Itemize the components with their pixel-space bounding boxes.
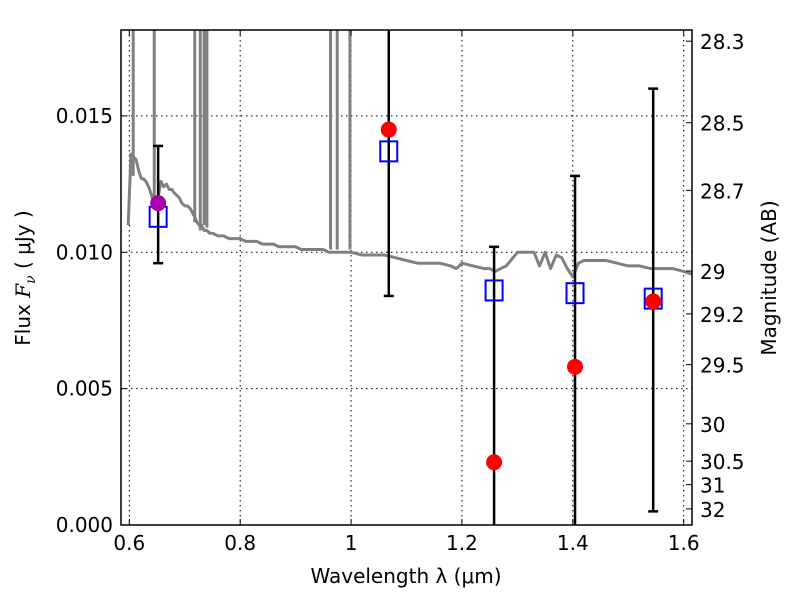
right-tick-label: 29.5 — [700, 354, 745, 378]
observed-point-marker — [567, 358, 584, 375]
right-tick-label: 30.5 — [700, 450, 745, 474]
series-layer — [126, 30, 692, 279]
right-tick-label: 28.7 — [700, 179, 745, 203]
right-tick-label: 32 — [700, 498, 725, 522]
y-tick-label: 0.010 — [56, 240, 113, 264]
y-tick-label: 0.005 — [56, 377, 113, 401]
x-tick-label: 0.6 — [113, 531, 145, 555]
y-tick-label: 0.000 — [56, 513, 113, 537]
y-axis-label-unit: ( μJy ) — [11, 210, 35, 275]
y-axis-ticks: 0.000 0.005 0.010 0.015 — [56, 104, 127, 537]
y-axis-label-subscript: ν — [23, 275, 39, 284]
x-tick-label: 1.6 — [668, 531, 700, 555]
model-square-marker — [484, 279, 504, 302]
model-square-marker — [379, 140, 399, 163]
y-axis-label: Flux Fν ( μJy ) — [11, 210, 39, 345]
x-tick-label: 1.2 — [446, 531, 478, 555]
observed-point-marker — [486, 454, 503, 471]
right-tick-label: 30 — [700, 413, 725, 437]
right-tick-label: 31 — [700, 474, 725, 498]
y-axis-label-symbol: F — [11, 283, 35, 299]
x-tick-label: 0.8 — [224, 531, 256, 555]
right-tick-label: 29.2 — [700, 303, 745, 327]
observed-point-marker — [150, 195, 167, 212]
spectrum-line — [126, 152, 692, 279]
model-square-marker — [565, 282, 585, 305]
x-axis-ticks: 0.6 0.8 1 1.2 1.4 1.6 — [113, 30, 700, 555]
plot-frame — [120, 29, 693, 526]
markers — [148, 121, 663, 471]
grid-lines — [121, 30, 692, 525]
y-axis-label-prefix: Flux — [11, 298, 35, 346]
svg-text:Flux Fν ( μJy ): Flux Fν ( μJy ) — [11, 210, 39, 345]
observed-point-marker — [645, 293, 662, 310]
x-tick-label: 1 — [345, 531, 358, 555]
y-tick-label: 0.015 — [56, 104, 113, 128]
right-tick-label: 29 — [700, 260, 725, 284]
x-tick-label: 1.4 — [557, 531, 589, 555]
right-axis-label: Magnitude (AB) — [757, 200, 781, 355]
x-axis-label: Wavelength λ (μm) — [310, 564, 501, 588]
right-tick-label: 28.5 — [700, 112, 745, 136]
right-tick-label: 28.3 — [700, 30, 745, 54]
observed-point-marker — [380, 121, 397, 138]
